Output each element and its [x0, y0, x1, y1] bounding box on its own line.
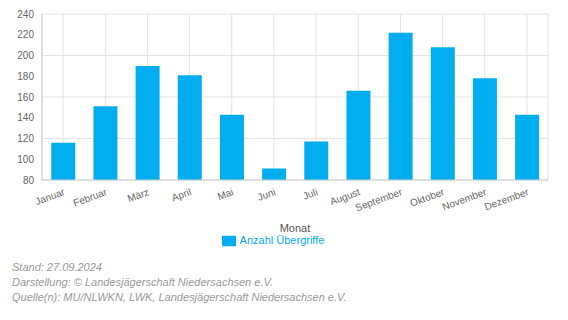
- svg-text:Mai: Mai: [216, 186, 235, 202]
- svg-text:Dezember: Dezember: [483, 186, 531, 212]
- svg-text:Februar: Februar: [72, 186, 109, 209]
- svg-text:April: April: [170, 186, 193, 203]
- svg-text:August: August: [328, 186, 362, 208]
- svg-text:Januar: Januar: [34, 186, 67, 207]
- svg-text:160: 160: [17, 92, 34, 103]
- html-text:Anzahl Übergriffe: Anzahl Übergriffe: [239, 234, 325, 246]
- svg-text:220: 220: [17, 29, 34, 40]
- svg-text:September: September: [354, 186, 404, 213]
- html-text:Darstellung: © Landesjägerscha: Darstellung: © Landesjägerschaft Nieders…: [12, 276, 273, 288]
- svg-text:140: 140: [17, 112, 34, 123]
- html-text:Quelle(n): MU/NLWKN, LWK, Land: Quelle(n): MU/NLWKN, LWK, Landesjägersch…: [12, 291, 347, 303]
- svg-text:März: März: [126, 186, 151, 204]
- svg-text:100: 100: [17, 154, 34, 165]
- svg-text:Juni: Juni: [256, 186, 277, 203]
- svg-text:200: 200: [17, 50, 34, 61]
- svg-text:120: 120: [17, 133, 34, 144]
- svg-text:November: November: [441, 186, 489, 212]
- svg-text:Juli: Juli: [301, 186, 319, 201]
- svg-text:180: 180: [17, 71, 34, 82]
- html-text:Stand: 27.09.2024: Stand: 27.09.2024: [12, 261, 102, 273]
- svg-text:240: 240: [17, 9, 34, 20]
- svg-text:Oktober: Oktober: [409, 186, 447, 209]
- svg-text:Monat: Monat: [280, 222, 311, 234]
- svg-text:80: 80: [23, 175, 35, 186]
